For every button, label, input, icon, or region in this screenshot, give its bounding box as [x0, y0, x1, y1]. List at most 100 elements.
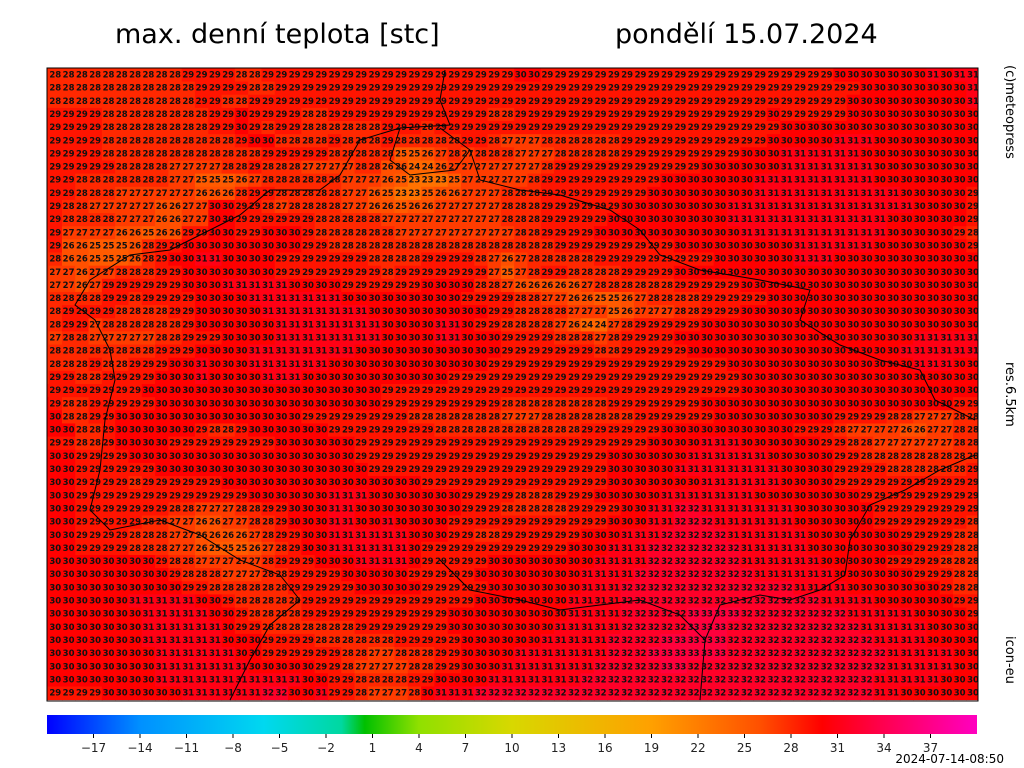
cell-value: 31: [342, 347, 354, 357]
cell-value: 29: [302, 241, 314, 251]
cell-value: 29: [169, 281, 181, 291]
cell-value: 30: [768, 307, 780, 317]
cell-value: 28: [36, 307, 48, 317]
cell-value: 29: [635, 320, 647, 330]
cell-value: 31: [435, 334, 447, 344]
cell-value: 29: [701, 136, 713, 146]
cell-value: 28: [275, 136, 287, 146]
cell-value: 27: [249, 176, 261, 186]
cell-value: 27: [635, 294, 647, 304]
cell-value: 29: [714, 84, 726, 94]
cell-value: 30: [914, 281, 926, 291]
cell-value: 27: [502, 281, 514, 291]
cell-value: 28: [528, 241, 540, 251]
cell-color: [713, 81, 728, 96]
cell-value: 29: [435, 110, 447, 120]
cell-value: 29: [674, 163, 686, 173]
cell-value: 28: [568, 334, 580, 344]
cell-value: 28: [142, 307, 154, 317]
cell-value: 30: [954, 176, 966, 186]
cell-color: [939, 94, 954, 109]
cell-value: 30: [874, 320, 886, 330]
cell-value: 26: [382, 163, 394, 173]
cell-value: 27: [355, 176, 367, 186]
cell-value: 28: [674, 307, 686, 317]
cell-color: [314, 107, 329, 122]
cell-value: 31: [275, 320, 287, 330]
cell-color: [474, 121, 489, 135]
cell-value: 29: [754, 110, 766, 120]
cell-value: 29: [714, 149, 726, 159]
cell-color: [939, 121, 954, 135]
cell-value: 30: [236, 307, 248, 317]
cell-value: 30: [674, 189, 686, 199]
cell-value: 28: [528, 307, 540, 317]
cell-color: [48, 121, 63, 135]
cell-color: [700, 81, 715, 96]
cell-value: 27: [555, 294, 567, 304]
cell-value: 29: [555, 123, 567, 133]
cell-value: 30: [901, 320, 913, 330]
cell-value: 29: [448, 255, 460, 265]
cell-value: 30: [940, 189, 952, 199]
cell-value: 27: [435, 215, 447, 225]
cell-value: 30: [781, 334, 793, 344]
cell-value: 29: [741, 136, 753, 146]
cell-value: 30: [462, 307, 474, 317]
cell-value: 29: [262, 97, 274, 107]
cell-value: 30: [954, 281, 966, 291]
cell-value: 28: [142, 176, 154, 186]
cell-value: 30: [887, 163, 899, 173]
cell-value: 31: [275, 360, 287, 370]
cell-value: 28: [169, 71, 181, 81]
cell-value: 29: [661, 334, 673, 344]
cell-color: [407, 107, 422, 122]
cell-color: [673, 121, 688, 135]
cell-value: 25: [502, 268, 514, 278]
cell-color: [447, 121, 462, 135]
cell-value: 30: [741, 163, 753, 173]
cell-value: 29: [302, 268, 314, 278]
cell-color: [673, 81, 688, 96]
cell-value: 27: [369, 176, 381, 186]
cell-value: 30: [887, 136, 899, 146]
cell-value: 29: [222, 123, 234, 133]
cell-value: 28: [156, 84, 168, 94]
cell-color: [394, 81, 409, 96]
cell-value: 31: [967, 334, 979, 344]
cell-value: 27: [142, 202, 154, 212]
cell-value: 28: [63, 347, 75, 357]
cell-value: 26: [116, 228, 128, 238]
cell-color: [540, 94, 555, 109]
cell-value: 23: [435, 176, 447, 186]
cell-value: 29: [635, 163, 647, 173]
cell-color: [780, 107, 794, 122]
cell-value: 29: [635, 334, 647, 344]
cell-value: 30: [794, 307, 806, 317]
cell-value: 29: [674, 97, 686, 107]
cell-color: [288, 81, 302, 96]
cell-value: 27: [89, 281, 101, 291]
cell-value: 28: [315, 136, 327, 146]
cell-value: 25: [222, 176, 234, 186]
cell-color: [886, 81, 901, 96]
cell-value: 28: [369, 241, 381, 251]
cell-color: [899, 107, 914, 122]
cell-value: 29: [63, 320, 75, 330]
cell-color: [168, 94, 183, 109]
cell-value: 28: [369, 215, 381, 225]
cell-value: 29: [275, 268, 287, 278]
cell-value: 28: [49, 307, 61, 317]
cell-value: 28: [76, 347, 88, 357]
cell-value: 28: [196, 110, 208, 120]
cell-value: 28: [76, 176, 88, 186]
cell-color: [155, 121, 169, 135]
cell-value: 28: [355, 215, 367, 225]
cell-value: 29: [648, 110, 660, 120]
cell-value: 28: [555, 149, 567, 159]
cell-color: [141, 121, 156, 135]
cell-value: 29: [103, 307, 115, 317]
cell-value: 29: [688, 71, 700, 81]
cell-value: 29: [408, 110, 420, 120]
cell-value: 31: [807, 149, 819, 159]
